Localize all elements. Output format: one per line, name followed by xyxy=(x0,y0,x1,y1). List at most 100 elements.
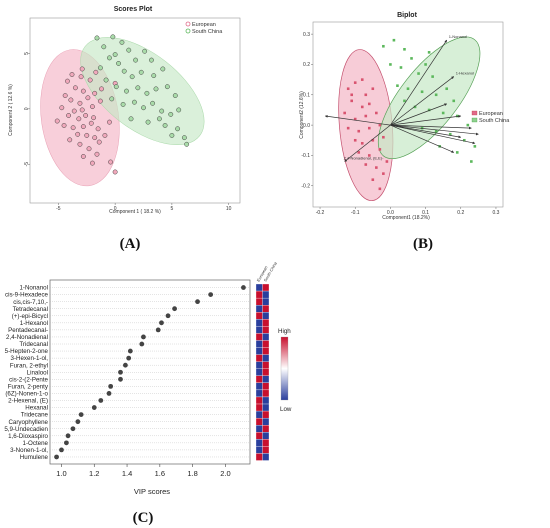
scores-point-south-china xyxy=(176,107,182,113)
heatmap-cell-european xyxy=(255,290,263,299)
vip-heatmap xyxy=(255,283,270,461)
vip-x-tick-label: 2.0 xyxy=(220,469,230,478)
scores-point-european xyxy=(80,124,86,129)
vip-score-point xyxy=(54,454,59,460)
scores-plot-title: Scores Plot xyxy=(114,6,153,13)
biplot-loading-arrow xyxy=(390,76,455,126)
scores-point-european xyxy=(102,133,108,138)
scores-point-european xyxy=(93,69,99,75)
scores-point-european xyxy=(97,98,103,104)
scores-point-european xyxy=(78,74,84,80)
biplot-point-european xyxy=(367,154,371,157)
biplot-point-european xyxy=(346,126,350,130)
scores-y-axis-label: Component 2 ( 12.6 %) xyxy=(8,84,14,136)
heatmap-cell-south-china xyxy=(262,417,270,426)
vip-feature-label: 5,9-Undecadien xyxy=(4,426,48,433)
legend-marker-european xyxy=(185,21,191,27)
scores-point-south-china xyxy=(144,90,150,96)
biplot-x-tick-label: 0.3 xyxy=(492,210,499,216)
scores-point-south-china xyxy=(172,93,178,98)
scores-y-tick-label: 0 xyxy=(24,107,30,110)
scores-point-european xyxy=(95,126,101,132)
vip-score-point xyxy=(241,285,246,290)
vip-x-tick-label: 1.8 xyxy=(187,469,197,478)
vip-score-point xyxy=(172,306,177,312)
biplot-point-european xyxy=(364,163,368,166)
biplot-y-tick-label: 0.3 xyxy=(303,32,310,38)
vip-score-point xyxy=(159,320,164,326)
biplot-point-south-china xyxy=(431,75,434,78)
biplot-point-south-china xyxy=(462,138,466,142)
heatmap-cell-south-china xyxy=(262,396,270,405)
scores-point-south-china xyxy=(121,68,127,74)
scores-point-south-china xyxy=(110,34,116,40)
heatmap-cell-south-china xyxy=(262,368,270,376)
biplot-point-european xyxy=(385,160,389,163)
scores-point-european xyxy=(91,115,96,121)
biplot-point-european xyxy=(364,114,368,118)
vip-score-point xyxy=(123,362,128,368)
biplot-loading-arrow xyxy=(390,124,476,145)
biplot-point-south-china xyxy=(403,99,406,103)
biplot-point-south-china xyxy=(455,114,459,118)
heatmap-color-scale xyxy=(280,336,289,401)
heatmap-cell-south-china xyxy=(262,319,270,327)
vip-feature-label: Humulene xyxy=(20,454,49,461)
vip-feature-label: cis,cis-7,10,- xyxy=(13,299,48,306)
biplot-y-tick-label: -0.1 xyxy=(301,153,310,159)
biplot-loading-arrow xyxy=(390,124,472,130)
scores-point-european xyxy=(79,107,85,113)
scores-point-south-china xyxy=(142,48,148,54)
scores-x-tick-label: 10 xyxy=(226,206,232,212)
biplot-point-european xyxy=(364,93,368,97)
scores-point-european xyxy=(107,119,112,125)
biplot-point-south-china xyxy=(396,84,399,87)
scores-point-european xyxy=(77,141,83,147)
vip-feature-label: 1,6-Dioxaspiro xyxy=(8,433,48,440)
scores-point-european xyxy=(90,160,95,166)
scores-y-tick-label: 5 xyxy=(24,52,30,55)
scores-point-european xyxy=(70,125,76,131)
biplot-y-tick-label: 0.0 xyxy=(303,123,310,129)
biplot-loading-label: 1-Hexanol xyxy=(456,71,474,76)
heatmap-color-legend: High Low xyxy=(278,328,292,413)
vip-feature-label: 5-Hepten-2-one xyxy=(5,348,49,355)
heatmap-cell-south-china xyxy=(262,326,270,334)
scores-point-european xyxy=(69,72,75,77)
scores-point-south-china xyxy=(149,57,154,63)
scores-point-european xyxy=(99,86,104,92)
heatmap-cell-european xyxy=(255,432,263,440)
vip-feature-label: cis-2-(2-Pente xyxy=(9,376,48,383)
heatmap-cell-south-china xyxy=(262,347,270,355)
heatmap-cell-european xyxy=(255,368,263,376)
scores-point-european xyxy=(92,135,98,141)
scores-point-south-china xyxy=(119,39,125,45)
biplot-point-south-china xyxy=(434,93,438,97)
heatmap-cell-south-china xyxy=(262,354,270,362)
biplot-point-south-china xyxy=(406,87,410,91)
scores-point-south-china xyxy=(156,116,162,122)
heatmap-cell-european xyxy=(255,354,263,362)
vip-feature-label: Furan, 2-ethyl xyxy=(10,362,48,369)
heatmap-cell-south-china xyxy=(262,446,270,454)
scores-point-european xyxy=(94,151,100,157)
panel-label-c: (C) xyxy=(133,510,154,526)
biplot-title: Biplot xyxy=(397,12,417,19)
biplot-point-south-china xyxy=(452,99,456,103)
biplot-point-european xyxy=(353,138,357,142)
biplot-point-european xyxy=(357,129,361,133)
scores-x-tick-label: 5 xyxy=(171,206,174,212)
scores-point-south-china xyxy=(135,85,141,91)
heatmap-cell-european xyxy=(255,410,263,419)
vip-scores-panel: 1-Nonanolcis-9-Hexadececis,cis-7,10,-Tet… xyxy=(4,260,292,496)
biplot-point-european xyxy=(343,111,346,115)
scores-point-european xyxy=(80,88,86,94)
scores-point-south-china xyxy=(162,123,168,128)
scores-point-south-china xyxy=(124,88,129,94)
scores-point-south-china xyxy=(107,55,112,61)
vip-feature-label: Tetradecanal xyxy=(13,306,48,313)
biplot-point-south-china xyxy=(413,105,417,109)
biplot-y-tick-label: 0.2 xyxy=(303,62,310,68)
vip-feature-label: Tridecanal xyxy=(19,341,48,348)
biplot-point-south-china xyxy=(427,51,431,54)
